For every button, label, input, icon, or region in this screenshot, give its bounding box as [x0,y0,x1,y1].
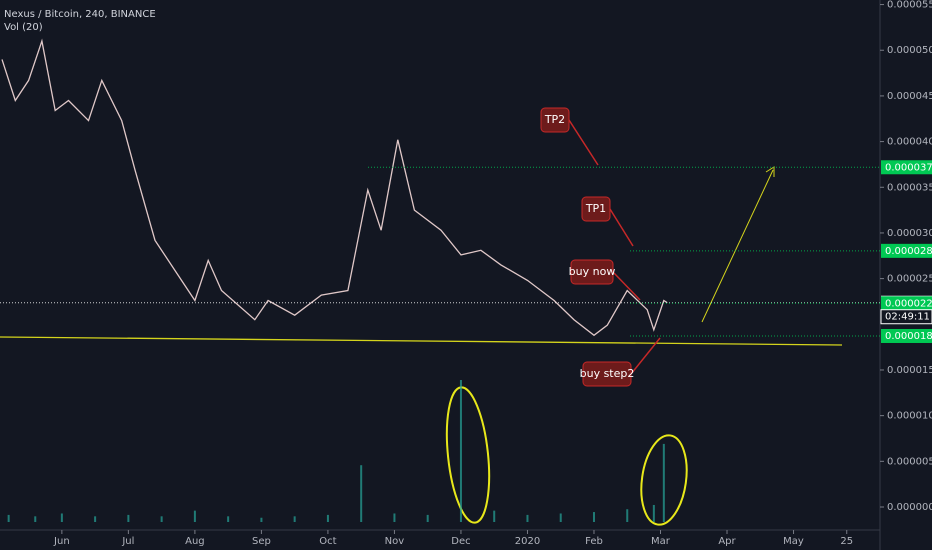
volume-bar [559,513,562,522]
volume-bar [662,443,665,522]
callout-line [568,119,599,166]
price-tag [881,160,932,175]
chart-title: Nexus / Bitcoin, 240, BINANCE [4,9,156,20]
y-tick-label: 0.00005500 [887,0,932,11]
price-line [1,38,668,337]
y-tick-label: 0.00001000 [887,411,932,422]
volume-bar [652,504,655,522]
y-tick-label: 0.00003500 [887,182,932,193]
y-tick-label: 0.00003000 [887,228,932,239]
x-tick-label: Mar [651,536,671,547]
volume-label: Vol (20) [4,22,43,33]
x-tick-label: Aug [185,536,205,547]
volume-bar [293,516,296,522]
x-tick-label: 2020 [515,536,540,547]
volume-bar [193,510,196,522]
callout-line [630,337,661,375]
support-trendline [0,336,843,346]
volume-circle [640,434,688,526]
x-tick-label: Oct [319,536,336,547]
volume-bar [7,514,10,522]
x-tick-label: May [783,536,804,547]
y-tick-label: 0.00001500 [887,365,932,376]
x-tick-label: Feb [585,536,603,547]
price-tag-label: 0.00002230 [885,298,932,309]
callout-line [609,208,634,247]
callout-text: buy now [569,265,616,278]
volume-bar [60,513,63,522]
y-tick-label: 0.00004000 [887,137,932,148]
callout-box [570,259,614,285]
volume-bar [260,517,263,522]
target-arrow [701,169,774,323]
price-tag-label: 0.00003719 [885,162,932,173]
x-tick-label: Nov [385,536,405,547]
x-tick-label: 25 [840,536,853,547]
price-tag [881,243,932,258]
y-tick-label: 0.00004500 [887,91,932,102]
callout-text: TP2 [544,113,565,126]
y-tick-label: 0.00000500 [887,456,932,467]
callout-line [612,271,641,301]
countdown: 02:49:11 [885,312,930,323]
countdown-tag [880,309,932,325]
volume-bar [127,514,130,522]
callout-text: buy step2 [580,367,635,380]
callout-box [540,107,570,133]
x-tick-label: Jul [121,536,134,547]
price-tag-label: 0.00001872 [885,331,932,342]
volume-bar [393,513,396,522]
callout-text: TP1 [585,202,606,215]
volume-bar [94,516,97,522]
x-tick-label: Jun [53,536,70,547]
volume-bar [227,516,230,522]
volume-bar [459,380,462,522]
y-tick-label: 0.00002500 [887,274,932,285]
y-tick-label: 0.00000000 [887,502,932,513]
volume-bar [626,509,629,522]
volume-bar [326,514,329,522]
callout-box [582,361,632,387]
price-tag [881,296,932,311]
price-tag-label: 0.00002804 [885,246,932,257]
volume-bar [592,512,595,522]
x-tick-label: Sep [252,536,271,547]
volume-bar [360,465,363,522]
callout-box [581,196,611,222]
y-tick-label: 0.00005000 [887,45,932,56]
volume-bar [426,514,429,522]
volume-bar [34,516,37,522]
volume-bar [526,514,529,522]
price-tag [881,328,932,343]
x-tick-label: Apr [718,536,736,547]
x-tick-label: Dec [451,536,470,547]
volume-bar [493,510,496,522]
volume-bar [160,516,163,522]
